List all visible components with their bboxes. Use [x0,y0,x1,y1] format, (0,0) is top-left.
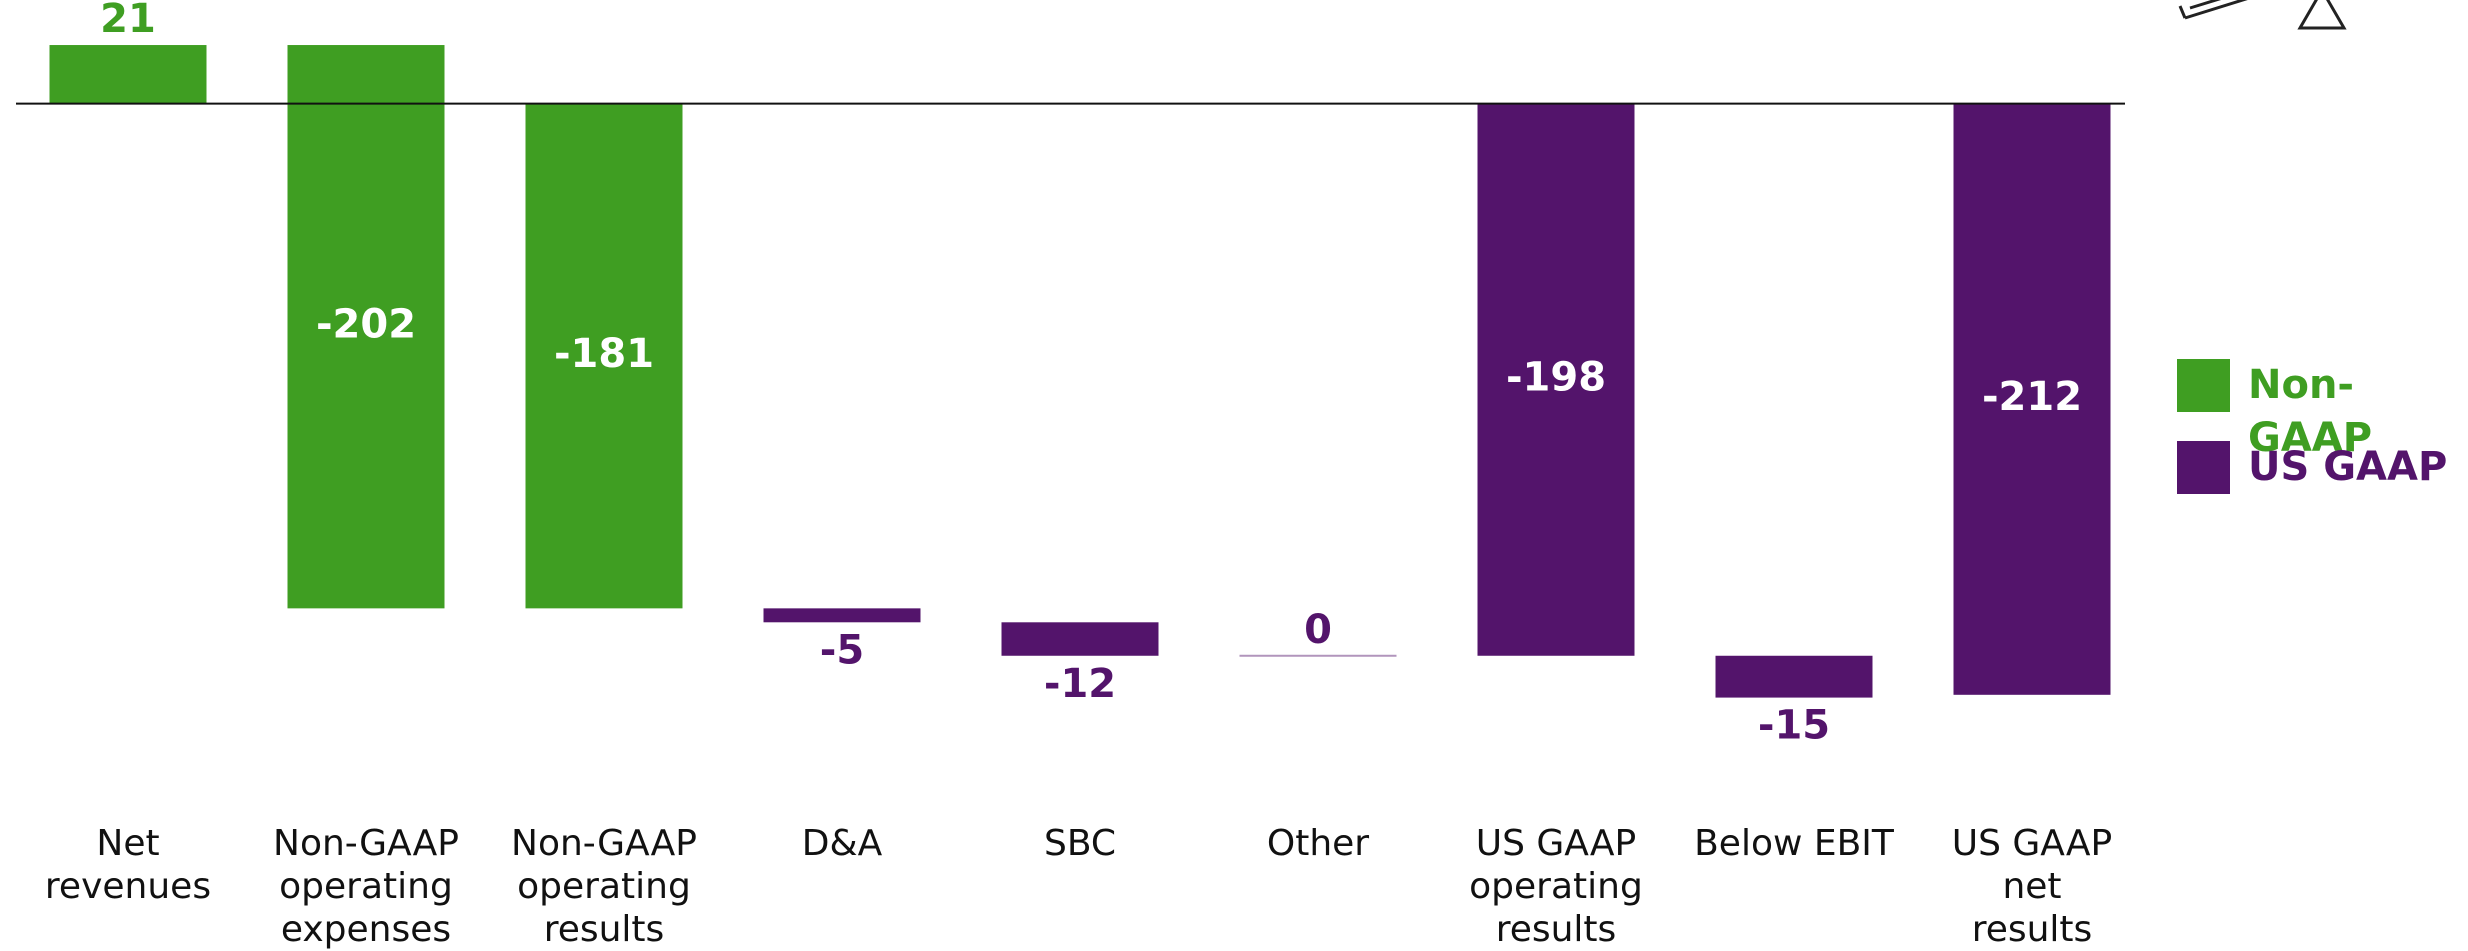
bar [287,45,445,609]
x-tick-label: Non-GAAP operating results [511,823,697,950]
x-tick-label: Below EBIT [1694,823,1894,864]
bar [1001,622,1159,656]
value-label: -12 [1044,661,1116,707]
bar [1239,654,1397,657]
bar [1953,103,2111,695]
value-label: 21 [100,0,156,42]
x-tick-label: D&A [801,823,883,864]
value-label: -198 [1506,355,1606,401]
value-label: 0 [1304,607,1332,653]
value-label: -212 [1982,374,2082,420]
legend-label: US GAAP [2248,444,2448,490]
bar [1477,103,1635,656]
decoration [2178,0,2347,30]
icon [2297,0,2347,30]
legend-label: Non-GAAP [2248,362,2373,461]
x-tick-label: US GAAP net results [1951,823,2113,950]
icon [2178,0,2248,20]
x-tick-label: US GAAP operating results [1469,823,1643,950]
bar [525,103,683,609]
legend-swatch [2177,359,2230,412]
x-tick-label: Net revenues [44,823,212,907]
x-tick-label: SBC [1043,823,1117,864]
value-label: -181 [554,331,654,377]
value-label: -15 [1758,703,1830,749]
bar [763,608,921,623]
x-tick-label: Other [1266,823,1370,864]
value-label: -202 [316,302,416,348]
bar [1715,655,1873,698]
legend-swatch [2177,441,2230,494]
bar [49,45,207,104]
x-tick-label: Non-GAAP operating expenses [273,823,459,950]
value-label: -5 [820,627,864,673]
